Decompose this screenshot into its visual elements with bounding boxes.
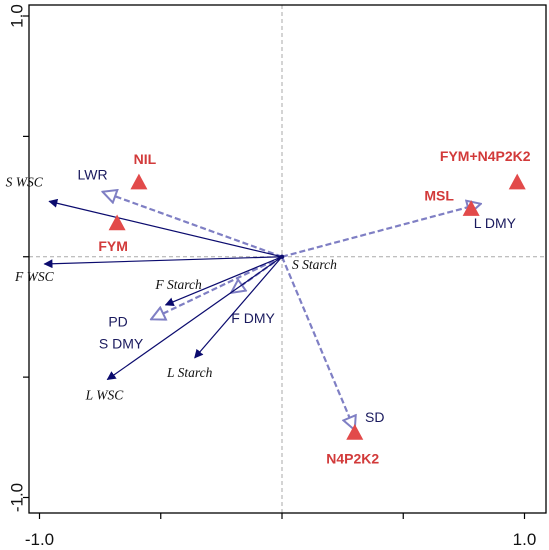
explanatory-arrow-lwr xyxy=(103,192,283,258)
response-arrows xyxy=(43,198,285,381)
response-arrow-l-starch xyxy=(194,256,283,359)
plot-frame xyxy=(28,4,547,514)
treatment-label-n4p2k2: N4P2K2 xyxy=(326,450,379,466)
treatment-marker-nil xyxy=(130,173,148,190)
treatment-marker-n4p2k2 xyxy=(346,423,364,440)
explanatory-label-pd: PD xyxy=(108,313,127,329)
treatment-markers xyxy=(108,173,526,440)
treatment-label-nil: NIL xyxy=(134,151,157,167)
response-arrow-f-wsc xyxy=(43,256,283,269)
explanatory-arrow-pd xyxy=(151,255,283,320)
response-point-s-starch xyxy=(279,254,285,259)
explanatory-label-lwr: LWR xyxy=(78,167,108,183)
x-tick-label: -1.0 xyxy=(25,530,54,549)
response-label-l-starch: L Starch xyxy=(166,365,213,380)
treatment-marker-fym xyxy=(108,214,126,231)
response-label-s-starch: S Starch xyxy=(292,257,337,272)
y-tick-label: 1.0 xyxy=(7,4,26,28)
explanatory-arrow-sd xyxy=(280,256,355,430)
response-arrow-f-starch xyxy=(164,256,283,306)
axis-ticks xyxy=(23,15,526,519)
y-tick-label: -1.0 xyxy=(7,483,26,512)
explanatory-label-sd: SD xyxy=(365,409,384,425)
response-arrow-l-wsc xyxy=(106,256,283,381)
treatment-label-msl: MSL xyxy=(424,188,454,204)
response-label-f-wsc: F WSC xyxy=(14,269,55,284)
axis-tick-labels: -1.0 1.0 -1.0 1.0 xyxy=(7,4,536,549)
variable-labels: S WSC F WSC F Starch L Starch L WSC S Starch L… xyxy=(6,148,531,466)
explanatory-label-s-dmy: S DMY xyxy=(99,335,144,351)
treatment-marker-fym-plus-n4p2k2 xyxy=(508,173,526,190)
response-arrow-s-wsc xyxy=(48,198,283,258)
explanatory-label-f-dmy: F DMY xyxy=(231,310,275,326)
treatment-label-fym-plus-n4p2k2: FYM+N4P2K2 xyxy=(440,148,531,164)
response-label-l-wsc: L WSC xyxy=(85,388,125,403)
response-label-s-wsc: S WSC xyxy=(6,174,44,189)
explanatory-label-l-dmy: L DMY xyxy=(474,215,517,231)
response-label-f-starch: F Starch xyxy=(154,277,202,292)
x-tick-label: 1.0 xyxy=(513,530,537,549)
treatment-label-fym: FYM xyxy=(98,238,128,254)
explanatory-arrow-l-dmy xyxy=(281,204,481,258)
zero-lines xyxy=(29,5,546,513)
treatment-marker-msl xyxy=(462,200,480,216)
